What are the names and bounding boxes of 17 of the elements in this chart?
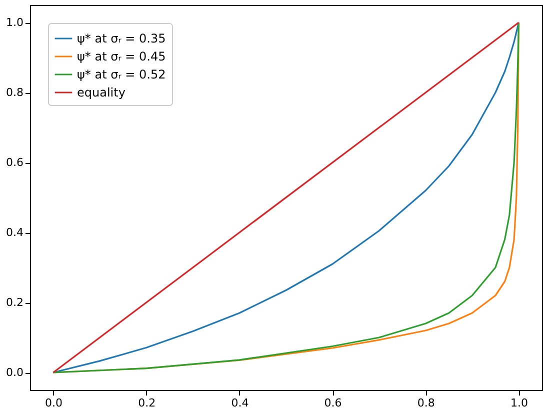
- line-series: [52, 22, 520, 374]
- x-tick-label: 0.0: [45, 396, 63, 410]
- y-tick-label: 0.8: [6, 86, 24, 99]
- y-tick-label: 0.2: [6, 296, 24, 309]
- x-tick-label: 1.0: [510, 396, 528, 410]
- y-tick-label: 0.0: [6, 366, 24, 379]
- x-tick-label: 0.6: [324, 396, 342, 410]
- legend-label: ψ* at σᵣ = 0.35: [77, 32, 166, 46]
- y-tick-label: 0.6: [6, 156, 24, 169]
- legend-label: equality: [77, 86, 126, 100]
- x-tick-label: 0.8: [417, 396, 435, 410]
- y-tick-label: 1.0: [6, 16, 24, 29]
- x-tick-label: 0.4: [231, 396, 249, 410]
- legend-label: ψ* at σᵣ = 0.52: [77, 68, 166, 82]
- y-tick-label: 0.4: [6, 226, 24, 239]
- legend-label: ψ* at σᵣ = 0.45: [77, 50, 166, 64]
- x-tick-label: 0.2: [138, 396, 156, 410]
